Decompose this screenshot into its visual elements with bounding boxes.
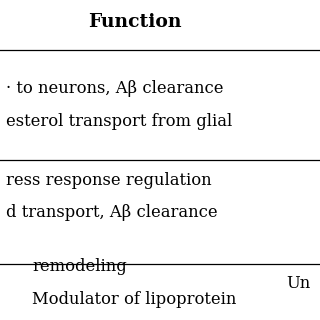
Text: Modulator of lipoprotein: Modulator of lipoprotein bbox=[32, 292, 236, 308]
Text: · to neurons, Aβ clearance: · to neurons, Aβ clearance bbox=[6, 80, 224, 97]
Text: remodeling: remodeling bbox=[32, 258, 127, 275]
Text: ress response regulation: ress response regulation bbox=[6, 172, 212, 189]
Text: esterol transport from glial: esterol transport from glial bbox=[6, 113, 233, 130]
Text: d transport, Aβ clearance: d transport, Aβ clearance bbox=[6, 204, 218, 221]
Text: Function: Function bbox=[88, 13, 181, 31]
Text: Un: Un bbox=[286, 275, 311, 292]
